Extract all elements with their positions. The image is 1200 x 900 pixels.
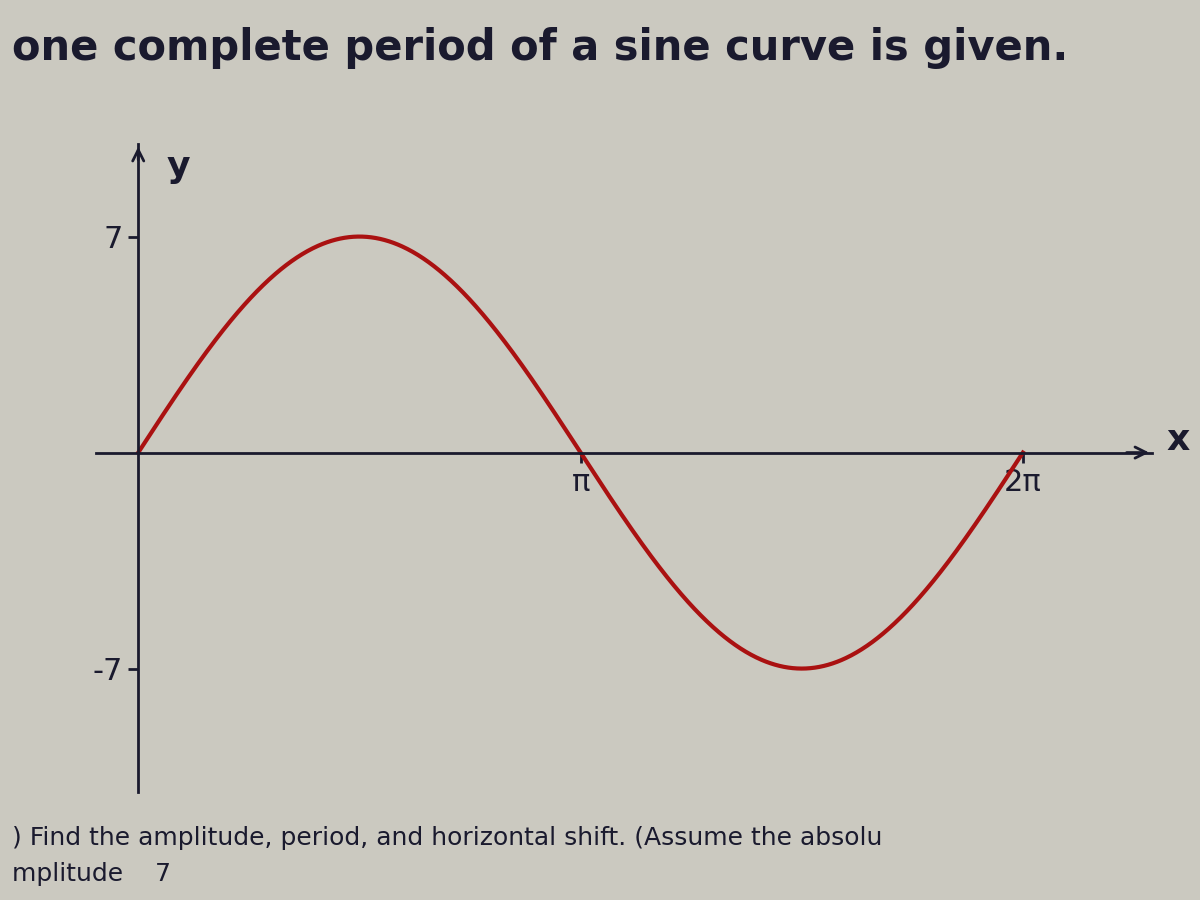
Text: y: y [167,150,190,184]
Text: ) Find the amplitude, period, and horizontal shift. (Assume the absolu: ) Find the amplitude, period, and horizo… [12,826,882,850]
Text: one complete period of a sine curve is given.: one complete period of a sine curve is g… [12,27,1068,69]
Text: x: x [1166,423,1189,457]
Text: mplitude    7: mplitude 7 [12,862,172,886]
